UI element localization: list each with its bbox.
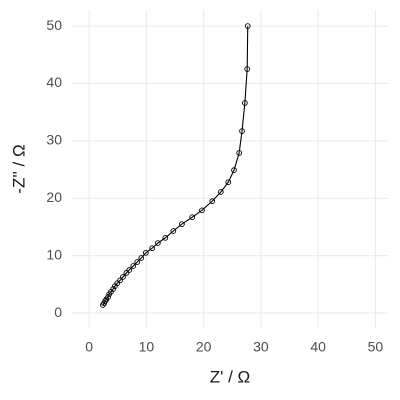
data-point (231, 167, 237, 173)
x-tick-label: 50 (368, 339, 384, 355)
data-point (149, 245, 155, 252)
data-line (102, 26, 249, 306)
data-point (217, 189, 224, 195)
y-tick-label: 40 (46, 74, 62, 90)
y-axis-title: -Z'' / Ω (9, 144, 28, 193)
x-tick-label: 10 (139, 339, 155, 355)
data-point (236, 150, 243, 156)
data-point (244, 23, 251, 29)
y-tick-label: 30 (46, 132, 62, 148)
x-tick-label: 40 (310, 339, 326, 355)
data-point (179, 221, 185, 227)
y-tick-label: 0 (54, 304, 62, 320)
data-point (134, 259, 141, 265)
data-point (170, 228, 177, 234)
data-point (162, 235, 169, 241)
y-tick-label: 20 (46, 189, 62, 205)
data-point (100, 302, 106, 308)
data-point (120, 274, 126, 280)
data-point (130, 263, 137, 269)
data-point (155, 240, 161, 246)
x-axis-title: Z' / Ω (210, 367, 251, 386)
y-tick-label: 50 (46, 17, 62, 33)
data-point (112, 283, 118, 289)
data-point (225, 179, 232, 186)
data-point (123, 270, 130, 276)
data-point (189, 214, 196, 221)
x-tick-label: 0 (85, 339, 93, 355)
x-tick-label: 20 (196, 339, 212, 355)
data-point (199, 207, 205, 214)
data-point (126, 267, 133, 273)
data-point (106, 291, 113, 297)
data-point (117, 277, 123, 284)
data-point (242, 100, 248, 106)
data-point (138, 255, 145, 261)
plot-area (100, 23, 251, 308)
data-point (142, 249, 149, 256)
data-point (244, 66, 251, 72)
x-tick-label: 30 (253, 339, 269, 355)
data-point (209, 198, 216, 204)
data-point (239, 128, 245, 134)
y-tick-label: 10 (46, 246, 62, 262)
